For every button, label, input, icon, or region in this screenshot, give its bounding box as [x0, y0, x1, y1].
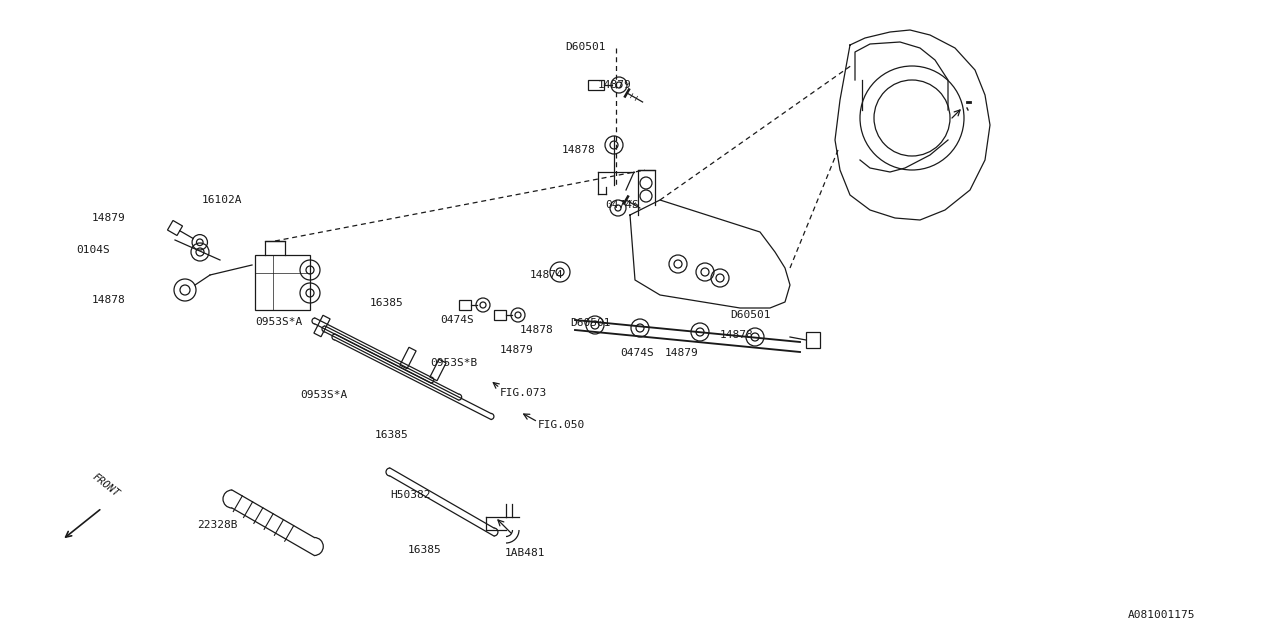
Text: D60501: D60501: [570, 318, 611, 328]
Text: 16385: 16385: [408, 545, 442, 555]
Text: FIG.073: FIG.073: [500, 388, 548, 398]
Text: 14874: 14874: [530, 270, 563, 280]
Text: 14878: 14878: [92, 295, 125, 305]
Text: 0953S*A: 0953S*A: [255, 317, 302, 327]
Bar: [255, 255, 310, 310]
Text: 14879: 14879: [666, 348, 699, 358]
Text: D60501: D60501: [730, 310, 771, 320]
Text: 0953S*A: 0953S*A: [300, 390, 347, 400]
Text: D60501: D60501: [564, 42, 605, 52]
Text: 14878: 14878: [562, 145, 595, 155]
Text: 14878: 14878: [520, 325, 554, 335]
Text: 0474S: 0474S: [440, 315, 474, 325]
Text: 0474S: 0474S: [620, 348, 654, 358]
Text: 14878: 14878: [719, 330, 754, 340]
Text: 16102A: 16102A: [202, 195, 242, 205]
Text: 14879: 14879: [92, 213, 125, 223]
Text: 16385: 16385: [370, 298, 403, 308]
Text: 14879: 14879: [598, 80, 632, 90]
Text: FRONT: FRONT: [90, 472, 120, 499]
Text: A081001175: A081001175: [1128, 610, 1196, 620]
Text: H50382: H50382: [390, 490, 430, 500]
Text: FIG.050: FIG.050: [538, 420, 585, 430]
Text: 0474S: 0474S: [605, 200, 639, 210]
Text: 0104S: 0104S: [76, 245, 110, 255]
Text: 1AB481: 1AB481: [506, 548, 545, 558]
Text: 22328B: 22328B: [197, 520, 238, 530]
Text: 0953S*B: 0953S*B: [430, 358, 477, 368]
Text: 14879: 14879: [500, 345, 534, 355]
Text: 16385: 16385: [375, 430, 408, 440]
